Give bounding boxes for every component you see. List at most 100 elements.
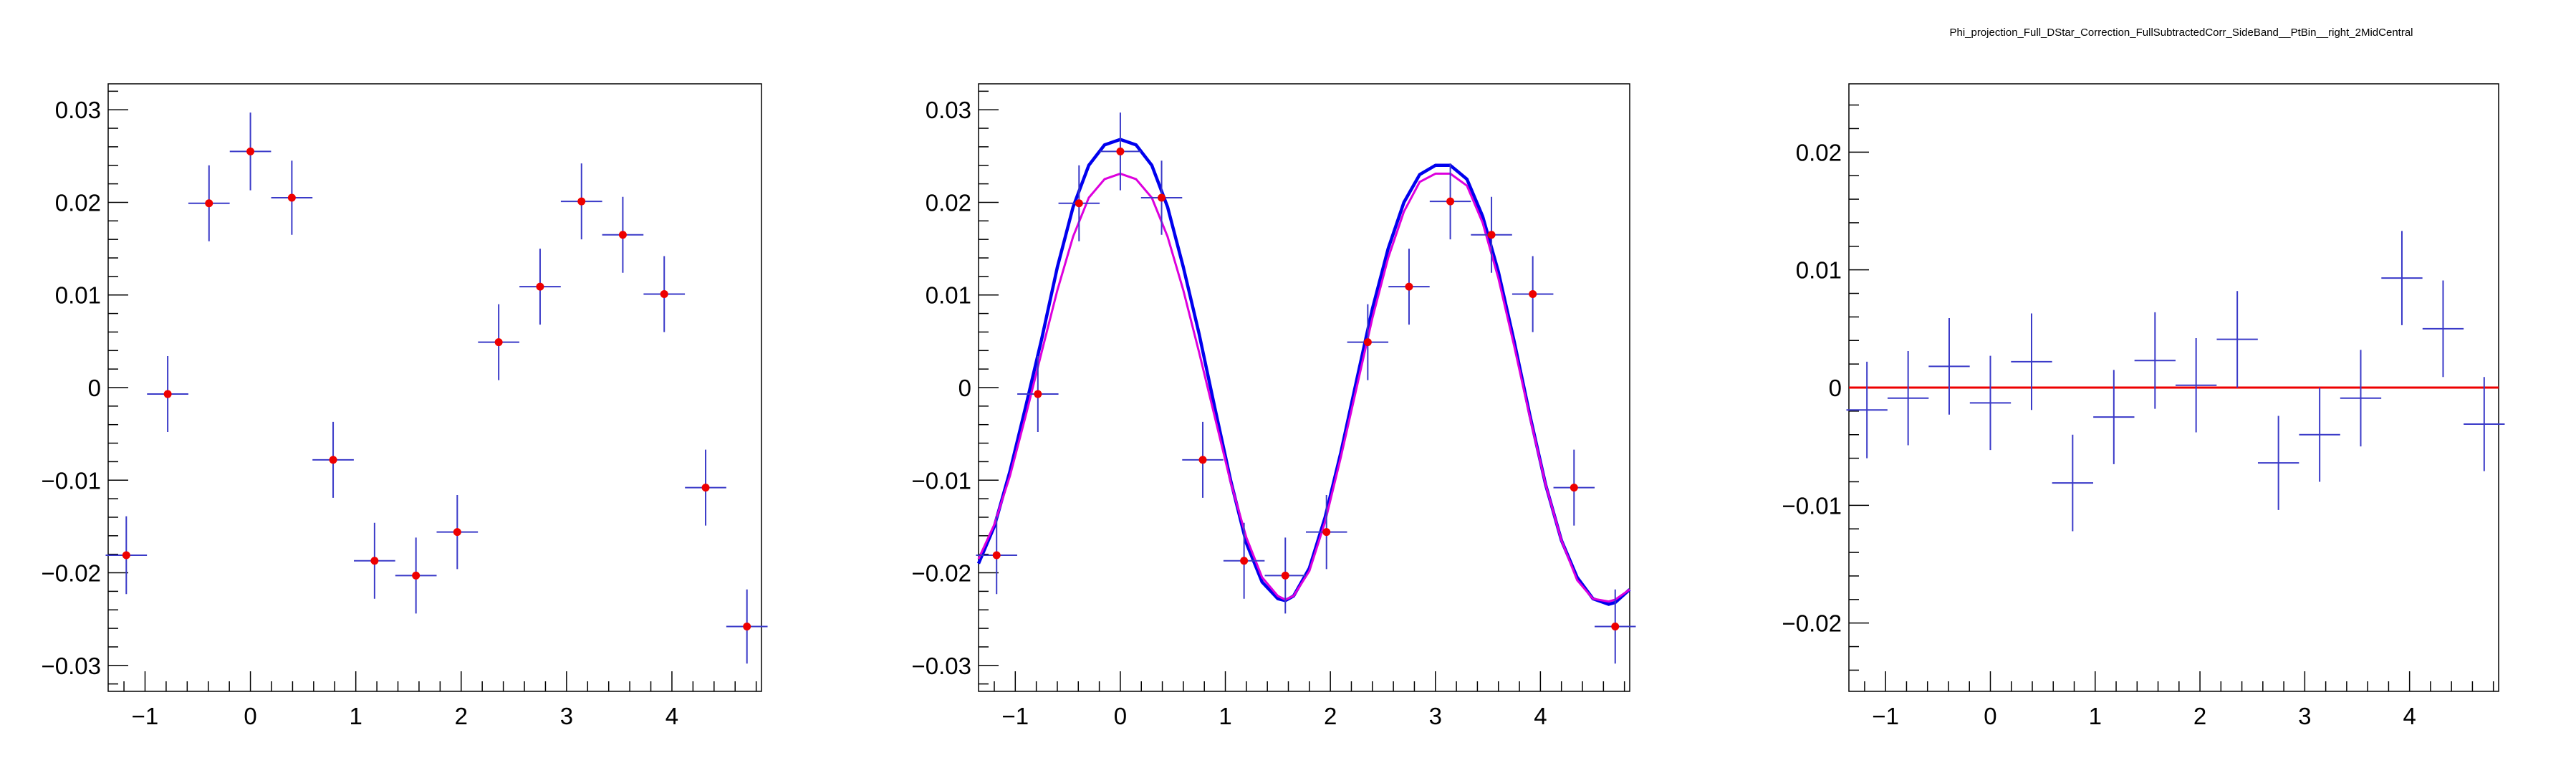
data-point xyxy=(2216,291,2258,388)
data-point xyxy=(188,165,230,241)
y-tick-label: −0.02 xyxy=(42,560,102,587)
x-tick-label: 4 xyxy=(665,703,678,729)
data-point xyxy=(395,537,437,614)
data-point xyxy=(643,256,686,332)
data-point xyxy=(2134,312,2176,409)
point-marker xyxy=(1240,557,1249,565)
plot-frame xyxy=(107,83,762,692)
point-marker xyxy=(370,557,379,565)
y-tick-label: 0 xyxy=(958,375,971,401)
point-marker xyxy=(701,484,710,492)
x-tick-label: 1 xyxy=(1219,703,1231,729)
point-marker xyxy=(1116,147,1125,155)
point-marker xyxy=(122,551,130,560)
point-marker xyxy=(494,338,503,347)
y-tick-label: −0.03 xyxy=(912,653,972,679)
data-point xyxy=(1017,356,1059,433)
data-point xyxy=(2093,370,2135,464)
y-tick-label: 0.02 xyxy=(1796,139,1842,165)
point-marker xyxy=(1281,571,1289,580)
y-tick-label: −0.01 xyxy=(912,467,972,494)
data-point xyxy=(271,160,313,235)
data-point xyxy=(354,522,395,599)
point-marker xyxy=(536,282,544,291)
data-point xyxy=(2340,350,2382,447)
fit-curve-total xyxy=(976,138,1631,606)
x-tick-label: 3 xyxy=(2298,703,2311,729)
fit-curve-component xyxy=(977,172,1630,603)
x-tick-label: 0 xyxy=(1984,703,1996,729)
y-tick-label: −0.01 xyxy=(42,467,102,494)
data-point xyxy=(1928,318,1970,415)
y-tick-label: 0.03 xyxy=(926,97,971,123)
point-marker xyxy=(1611,623,1620,631)
x-tick-label: 4 xyxy=(1534,703,1547,729)
data-point xyxy=(2052,434,2094,532)
x-tick-label: 2 xyxy=(455,703,468,729)
point-marker xyxy=(1487,231,1496,239)
y-tick-label: 0.01 xyxy=(1796,257,1842,284)
panel-right: −1 0 1 2 3 4 −0.02 −0.01 0 0.01 0.02 xyxy=(1782,83,2505,729)
point-marker xyxy=(1158,193,1166,202)
point-marker xyxy=(1075,199,1083,208)
y-tick-label: 0.01 xyxy=(55,282,101,309)
data-point xyxy=(147,356,188,433)
point-marker xyxy=(1034,390,1042,398)
data-point xyxy=(1553,449,1595,526)
data-point xyxy=(1969,355,2012,451)
x-tick-label: 1 xyxy=(2089,703,2102,729)
point-marker xyxy=(287,193,296,202)
data-point xyxy=(1512,256,1554,332)
data-point xyxy=(2011,313,2052,411)
point-marker xyxy=(1363,338,1372,347)
point-marker xyxy=(205,199,213,208)
y-tick-label: 0.02 xyxy=(55,189,101,216)
data-point xyxy=(1140,160,1183,235)
x-tick-label: 3 xyxy=(560,703,573,729)
y-tick-label: 0.02 xyxy=(926,189,971,216)
data-point xyxy=(2299,388,2340,482)
data-point xyxy=(478,304,519,380)
y-tick-label: 0.01 xyxy=(926,282,971,309)
data-point xyxy=(1388,249,1430,325)
point-marker xyxy=(329,456,337,464)
point-marker xyxy=(1405,282,1413,291)
point-marker xyxy=(743,623,751,631)
point-marker xyxy=(163,390,172,398)
data-point xyxy=(1347,304,1389,380)
y-tick-label: −0.02 xyxy=(1782,610,1842,637)
y-tick-label: 0 xyxy=(88,375,101,401)
data-point xyxy=(1223,522,1265,599)
data-point xyxy=(312,421,354,498)
data-point xyxy=(602,196,644,273)
data-point xyxy=(1471,196,1512,273)
data-point xyxy=(685,449,726,526)
data-point xyxy=(229,112,271,191)
data-point xyxy=(560,163,602,240)
data-point xyxy=(726,589,768,664)
x-tick-label: 2 xyxy=(2193,703,2206,729)
data-point xyxy=(105,516,148,595)
point-marker xyxy=(412,571,420,580)
point-marker xyxy=(618,231,627,239)
data-point xyxy=(1058,165,1100,241)
data-point xyxy=(1182,421,1224,498)
data-point xyxy=(976,516,1017,595)
plot-frame xyxy=(978,83,1630,692)
y-tick-label: −0.03 xyxy=(42,653,102,679)
x-tick-label: −1 xyxy=(132,703,159,729)
data-point xyxy=(1846,361,1888,459)
panel-left: −1 0 1 2 3 4 −0.03 −0.02 −0.01 0 0.01 0.02 0.03 xyxy=(42,83,768,729)
data-point xyxy=(2422,280,2464,378)
data-point xyxy=(1305,494,1347,570)
y-tick-label: 0 xyxy=(1829,375,1842,401)
data-point xyxy=(2257,416,2299,510)
data-point xyxy=(2464,377,2505,471)
x-tick-label: −1 xyxy=(1002,703,1029,729)
x-tick-label: 1 xyxy=(349,703,362,729)
point-marker xyxy=(660,289,668,298)
point-marker xyxy=(1570,484,1578,492)
point-marker xyxy=(1322,528,1331,537)
data-point xyxy=(1264,537,1306,614)
